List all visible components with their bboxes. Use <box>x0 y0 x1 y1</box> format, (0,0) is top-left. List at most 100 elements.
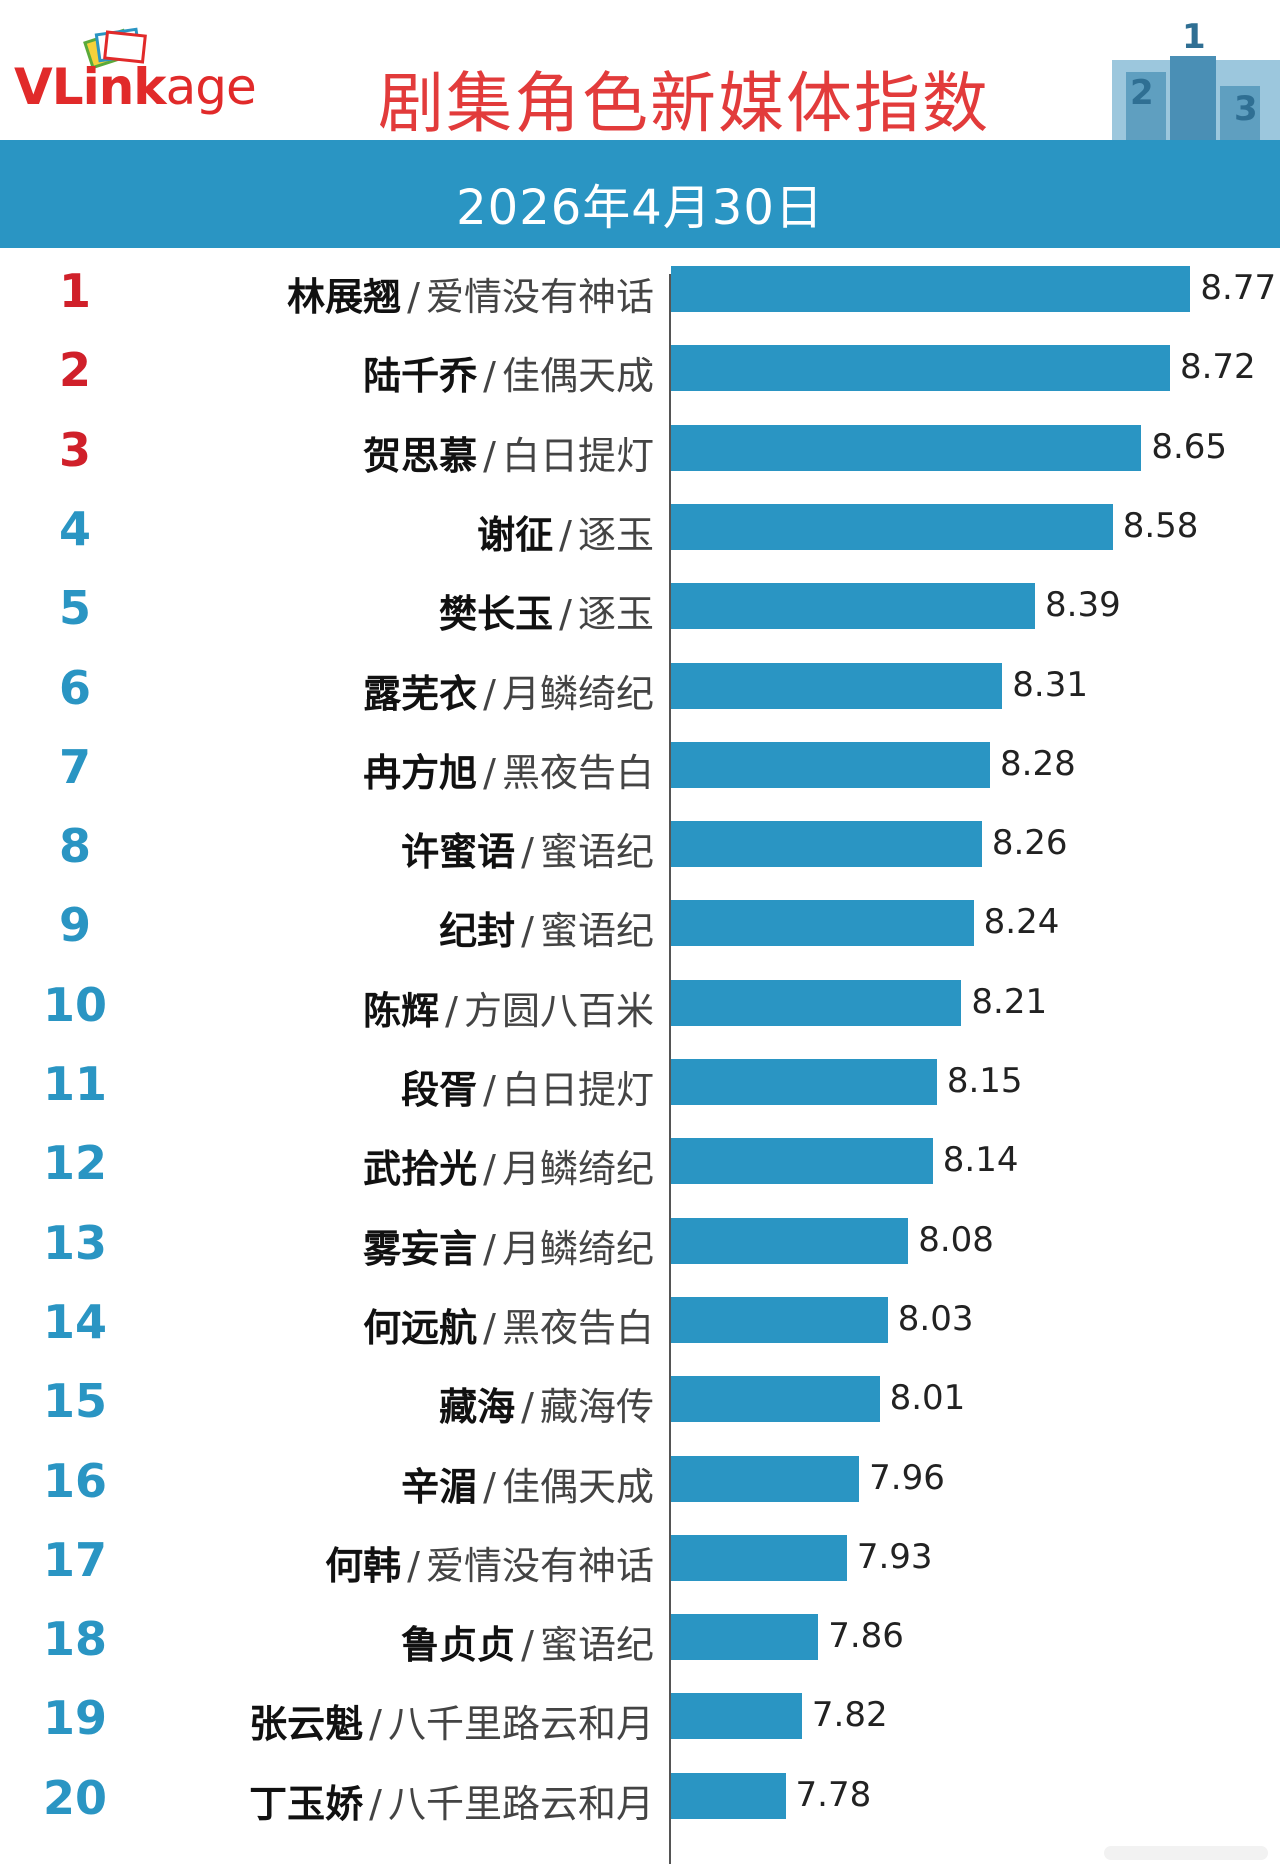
vlinkage-logo: VLinkage <box>14 18 284 128</box>
character-name: 鲁贞贞 <box>401 1623 516 1668</box>
podium-icon: 2 1 3 <box>1112 17 1280 140</box>
character-name: 张云魁 <box>249 1702 364 1747</box>
chart-bar <box>671 583 1035 630</box>
chart-bar <box>671 266 1191 312</box>
bar-value-label: 8.77 <box>1200 268 1277 308</box>
bar-value-label: 8.28 <box>1000 743 1076 784</box>
chart-row: 12 武拾光 / 月鳞绮纪 8.14 <box>0 1122 1280 1201</box>
label-separator: / <box>369 1702 382 1747</box>
bar-value-label: 8.14 <box>942 1140 1019 1181</box>
character-name: 樊长玉 <box>439 592 554 637</box>
logo-cards-icon <box>83 27 147 70</box>
chart-bar <box>671 1772 786 1819</box>
bar-value-label: 8.58 <box>1122 505 1199 546</box>
drama-title: 方圆八百米 <box>463 988 654 1033</box>
rank-number: 17 <box>42 1532 107 1587</box>
chart-bar <box>671 345 1170 392</box>
chart-row: 18 鲁贞贞 / 蜜语纪 7.86 <box>0 1598 1280 1677</box>
svg-text:1: 1 <box>1182 17 1206 57</box>
chart-bar <box>671 1534 847 1581</box>
drama-title: 月鳞绮纪 <box>501 1147 654 1192</box>
character-name: 露芜衣 <box>363 671 478 716</box>
label-separator: / <box>483 1305 496 1350</box>
bar-value-label: 8.08 <box>918 1219 994 1260</box>
label-separator: / <box>483 1464 496 1509</box>
chart-row: 4 谢征 / 逐玉 8.58 <box>0 488 1280 567</box>
logo-text-link: ink <box>82 58 167 116</box>
row-label: 张云魁 / 八千里路云和月 <box>249 1693 654 1748</box>
bar-value-label: 8.21 <box>971 981 1048 1022</box>
date-banner: 2026年4月30日 <box>0 140 1280 248</box>
bar-value-label: 7.96 <box>869 1457 945 1498</box>
label-separator: / <box>559 512 572 557</box>
chart-row: 20 丁玉娇 / 八千里路云和月 7.78 <box>0 1757 1280 1836</box>
row-label: 露芜衣 / 月鳞绮纪 <box>363 663 654 718</box>
row-label: 谢征 / 逐玉 <box>477 504 654 559</box>
rank-number: 19 <box>42 1691 107 1746</box>
rank-number: 4 <box>58 501 91 556</box>
bar-value-label: 8.39 <box>1045 585 1121 626</box>
rank-number: 20 <box>42 1770 107 1825</box>
row-label: 丁玉娇 / 八千里路云和月 <box>249 1773 654 1828</box>
chart-bar <box>671 741 991 788</box>
rank-number: 1 <box>58 264 91 318</box>
label-separator: / <box>521 1385 534 1430</box>
bar-value-label: 8.03 <box>897 1298 974 1339</box>
date-label: 2026年4月30日 <box>456 180 824 236</box>
character-name: 谢征 <box>477 512 554 557</box>
label-separator: / <box>483 1068 496 1112</box>
row-label: 陆千乔 / 佳偶天成 <box>363 345 654 400</box>
rank-number: 5 <box>58 581 91 636</box>
drama-title: 八千里路云和月 <box>387 1781 654 1826</box>
label-separator: / <box>483 1226 496 1271</box>
character-name: 辛湄 <box>401 1464 478 1509</box>
label-separator: / <box>407 275 420 319</box>
row-label: 贺思慕 / 白日提灯 <box>363 425 654 480</box>
character-name: 陈辉 <box>363 988 440 1033</box>
chart-bar <box>671 1296 888 1343</box>
chart-row: 9 纪封 / 蜜语纪 8.24 <box>0 884 1280 963</box>
drama-title: 佳偶天成 <box>501 354 654 399</box>
chart-row: 6 露芜衣 / 月鳞绮纪 8.31 <box>0 647 1280 726</box>
label-separator: / <box>483 1147 496 1192</box>
chart-bar <box>671 424 1142 471</box>
chart-bar <box>671 1138 933 1185</box>
row-label: 林展翘 / 爱情没有神话 <box>287 266 654 321</box>
drama-title: 白日提灯 <box>501 1068 654 1112</box>
character-name: 贺思慕 <box>363 433 478 478</box>
label-separator: / <box>483 671 496 716</box>
chart-row: 11 段胥 / 白日提灯 8.15 <box>0 1043 1280 1122</box>
watermark-dots <box>1104 1846 1268 1860</box>
chart-bar <box>671 1614 819 1661</box>
drama-title: 月鳞绮纪 <box>501 671 654 716</box>
bar-value-label: 7.86 <box>828 1616 904 1657</box>
chart-bar <box>671 503 1113 550</box>
page-title: 剧集角色新媒体指数 <box>378 65 990 142</box>
ranking-chart: 1 林展翘 / 爱情没有神话 8.77 2 陆千乔 / 佳偶天成 8.72 3 贺思慕 / 白日提灯 8.6… <box>0 250 1280 1872</box>
character-name: 藏海 <box>439 1385 516 1430</box>
rank-number: 10 <box>42 977 107 1032</box>
rank-number: 2 <box>58 343 91 398</box>
row-label: 何韩 / 爱情没有神话 <box>325 1535 654 1590</box>
chart-row: 15 藏海 / 藏海传 8.01 <box>0 1360 1280 1439</box>
rank-number: 12 <box>42 1136 107 1191</box>
row-label: 藏海 / 藏海传 <box>439 1376 654 1431</box>
rank-number: 8 <box>58 819 91 874</box>
row-label: 何远航 / 黑夜告白 <box>363 1297 654 1352</box>
rank-number: 6 <box>58 660 91 715</box>
chart-row: 3 贺思慕 / 白日提灯 8.65 <box>0 409 1280 488</box>
row-label: 纪封 / 蜜语纪 <box>439 900 654 955</box>
bar-value-label: 7.93 <box>856 1536 933 1577</box>
character-name: 许蜜语 <box>401 830 516 875</box>
row-label: 冉方旭 / 黑夜告白 <box>363 742 654 797</box>
chart-bar <box>671 821 982 868</box>
label-separator: / <box>483 354 496 399</box>
chart-bar <box>671 1376 880 1423</box>
bar-value-label: 7.78 <box>795 1774 872 1815</box>
rank-number: 13 <box>42 1215 107 1270</box>
drama-title: 白日提灯 <box>501 433 654 478</box>
drama-title: 逐玉 <box>577 592 654 637</box>
logo-text-age: age <box>165 58 257 116</box>
rank-number: 3 <box>58 422 91 477</box>
